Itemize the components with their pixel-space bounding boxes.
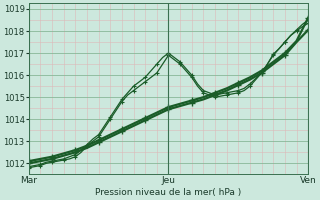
X-axis label: Pression niveau de la mer( hPa ): Pression niveau de la mer( hPa ) xyxy=(95,188,242,197)
